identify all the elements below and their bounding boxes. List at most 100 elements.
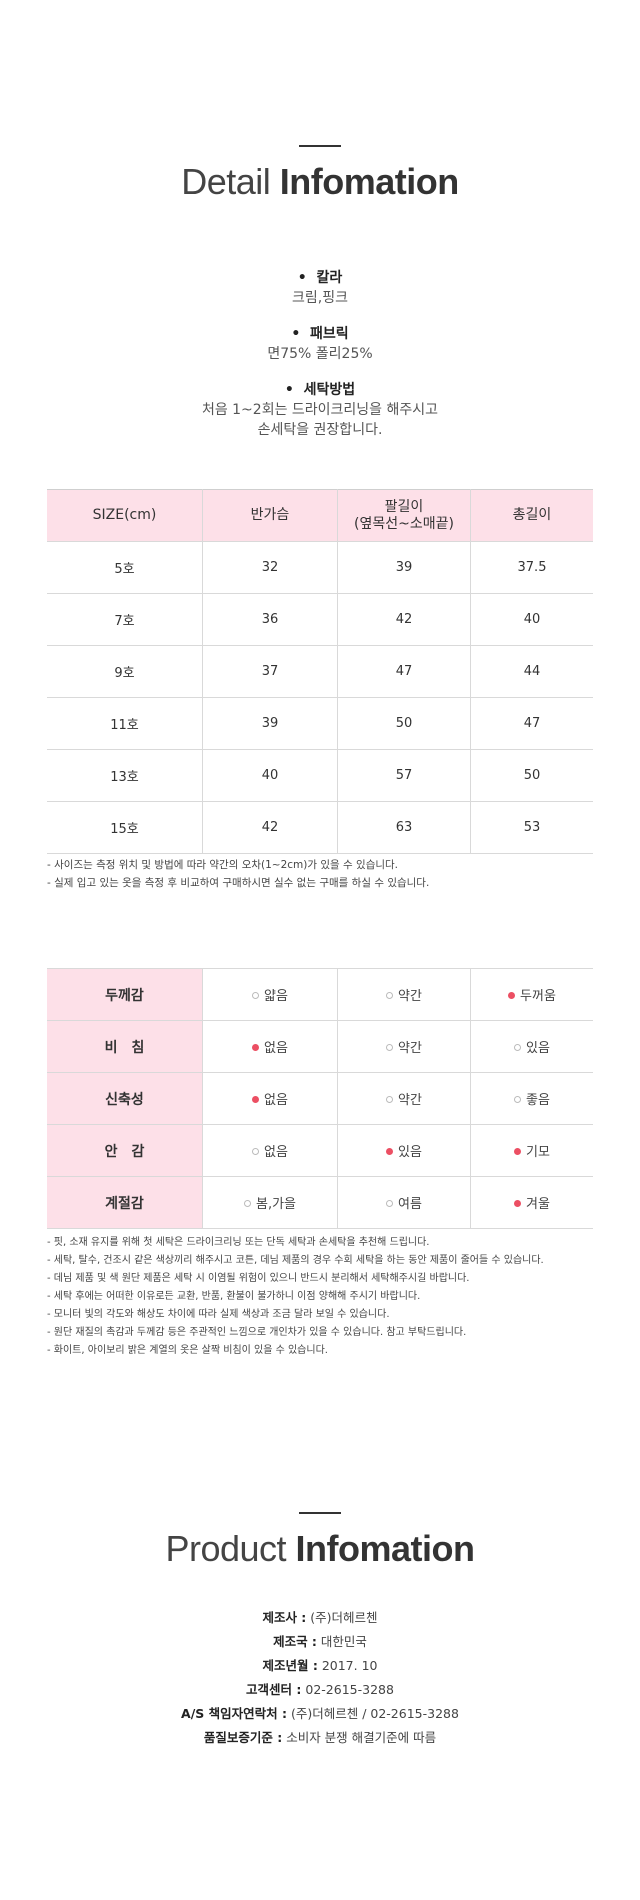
- feature-option-label: 두꺼움: [520, 989, 556, 1004]
- table-cell: 57: [337, 749, 471, 802]
- col-header-line: 팔길이: [384, 498, 424, 515]
- table-cell: 40: [470, 593, 593, 646]
- col-header: SIZE(cm): [47, 489, 203, 542]
- info-row: 고객센터 : 02-2615-3288: [0, 1678, 640, 1702]
- feature-label: 안 감: [47, 1124, 203, 1177]
- table-cell: 42: [337, 593, 471, 646]
- spec-fabric-value: 면75% 폴리25%: [267, 346, 373, 362]
- info-value: 02-2615-3288: [305, 1682, 394, 1697]
- feature-label: 신축성: [47, 1072, 203, 1125]
- note-line: - 화이트, 아이보리 밝은 계열의 옷은 살짝 비침이 있을 수 있습니다.: [47, 1345, 328, 1356]
- spec-fabric: • 패브릭 면75% 폴리25%: [0, 324, 640, 364]
- info-label: 제조국 :: [273, 1634, 317, 1649]
- table-row: 11호 39 50 47: [47, 697, 593, 750]
- detail-heading: Detail Infomation: [0, 145, 640, 203]
- note-line: - 핏, 소재 유지를 위해 첫 세탁은 드라이크리닝 또는 단독 세탁과 손세…: [47, 1237, 430, 1248]
- feature-option-label: 약간: [398, 989, 422, 1004]
- feature-option: 약간: [337, 1072, 471, 1125]
- feature-option: 있음: [470, 1020, 593, 1073]
- info-row: 제조국 : 대한민국: [0, 1630, 640, 1654]
- table-cell: 44: [470, 645, 593, 698]
- feature-option-label: 봄,가을: [255, 1197, 296, 1212]
- table-cell: 32: [202, 541, 338, 594]
- unselected-dot-icon: [252, 1148, 260, 1155]
- detail-title-light: Detail: [181, 161, 271, 202]
- feature-option-label: 기모: [526, 1145, 550, 1160]
- feature-option: 여름: [337, 1176, 471, 1229]
- feature-row-sheerness: 비 침 없음 약간 있음: [47, 1020, 593, 1073]
- feature-table: 두께감 얇음 약간 두꺼움 비 침 없음 약간 있음 신축성 없음 약간 좋음 …: [47, 968, 593, 1229]
- detail-title: Detail Infomation: [0, 161, 640, 203]
- table-cell: 47: [470, 697, 593, 750]
- bullet: •: [291, 326, 301, 342]
- feature-option-label: 여름: [398, 1197, 422, 1212]
- selected-dot-icon: [252, 1096, 260, 1103]
- product-title-bold: Infomation: [295, 1528, 475, 1569]
- feature-row-season: 계절감 봄,가을 여름 겨울: [47, 1176, 593, 1229]
- spec-color: • 칼라 크림,핑크: [0, 268, 640, 308]
- col-header: 팔길이 (옆목선~소매끝): [337, 489, 471, 542]
- feature-option: 얇음: [202, 968, 338, 1021]
- note-line: - 데님 제품 및 색 원단 제품은 세탁 시 이염될 위험이 있으니 반드시 …: [47, 1273, 470, 1284]
- table-cell: 40: [202, 749, 338, 802]
- spec-wash: • 세탁방법 처음 1~2회는 드라이크리닝을 해주시고 손세탁을 권장합니다.: [0, 380, 640, 440]
- selected-dot-icon: [514, 1200, 522, 1207]
- feature-option-label: 약간: [398, 1093, 422, 1108]
- table-cell: 42: [202, 801, 338, 854]
- feature-option: 두꺼움: [470, 968, 593, 1021]
- size-cell: 15호: [47, 801, 203, 854]
- unselected-dot-icon: [386, 1044, 394, 1051]
- feature-option-label: 없음: [264, 1093, 288, 1108]
- col-header: 반가슴: [202, 489, 338, 542]
- table-cell: 53: [470, 801, 593, 854]
- feature-option: 약간: [337, 968, 471, 1021]
- note-line: - 세탁, 탈수, 건조시 같은 색상끼리 해주시고 코튼, 데님 제품의 경우…: [47, 1255, 544, 1266]
- size-notes-wrap: - 사이즈는 측정 위치 및 방법에 따라 약간의 오차(1~2cm)가 있을 …: [0, 856, 640, 892]
- unselected-dot-icon: [514, 1044, 522, 1051]
- feature-option-label: 없음: [264, 1145, 288, 1160]
- size-table-wrap: SIZE(cm) 반가슴 팔길이 (옆목선~소매끝) 총길이 5호 32 39 …: [0, 489, 640, 854]
- unselected-dot-icon: [243, 1200, 251, 1207]
- feature-option-label: 없음: [264, 1041, 288, 1056]
- spec-wash-head: 세탁방법: [303, 382, 356, 398]
- table-cell: 50: [470, 749, 593, 802]
- note-line: - 사이즈는 측정 위치 및 방법에 따라 약간의 오차(1~2cm)가 있을 …: [47, 859, 399, 871]
- size-table: SIZE(cm) 반가슴 팔길이 (옆목선~소매끝) 총길이 5호 32 39 …: [47, 489, 593, 854]
- product-title-light: Product: [165, 1528, 287, 1569]
- spec-wash-line-2: 손세탁을 권장합니다.: [257, 422, 383, 438]
- size-cell: 5호: [47, 541, 203, 594]
- feature-option: 없음: [202, 1072, 338, 1125]
- feature-option: 없음: [202, 1020, 338, 1073]
- feature-option-label: 좋음: [526, 1093, 550, 1108]
- size-notes: - 사이즈는 측정 위치 및 방법에 따라 약간의 오차(1~2cm)가 있을 …: [47, 856, 593, 892]
- selected-dot-icon: [508, 992, 516, 999]
- col-header-line: (옆목선~소매끝): [354, 515, 454, 532]
- unselected-dot-icon: [386, 1096, 394, 1103]
- info-label: 제조사 :: [262, 1610, 307, 1625]
- feature-option: 약간: [337, 1020, 471, 1073]
- size-cell: 13호: [47, 749, 203, 802]
- info-value: 2017. 10: [321, 1658, 378, 1673]
- heading-rule: [299, 145, 341, 147]
- feature-option-label: 얇음: [264, 989, 288, 1004]
- info-value: (주)더헤르첸 / 02-2615-3288: [290, 1706, 459, 1721]
- note-line: - 세탁 후에는 어떠한 이유로든 교환, 반품, 환불이 불가하니 이점 양해…: [47, 1291, 421, 1302]
- feature-label: 비 침: [47, 1020, 203, 1073]
- feature-option-label: 약간: [398, 1041, 422, 1056]
- feature-option: 좋음: [470, 1072, 593, 1125]
- info-label: 제조년월 :: [262, 1658, 318, 1673]
- table-row: 5호 32 39 37.5: [47, 541, 593, 594]
- table-cell: 36: [202, 593, 338, 646]
- feature-row-thickness: 두께감 얇음 약간 두꺼움: [47, 968, 593, 1021]
- info-value: 대한민국: [320, 1634, 367, 1649]
- product-info: 제조사 : (주)더헤르첸 제조국 : 대한민국 제조년월 : 2017. 10…: [0, 1606, 640, 1750]
- feature-label: 두께감: [47, 968, 203, 1021]
- info-label: 품질보증기준 :: [203, 1730, 283, 1745]
- product-title: Product Infomation: [0, 1528, 640, 1570]
- size-cell: 9호: [47, 645, 203, 698]
- table-cell: 47: [337, 645, 471, 698]
- selected-dot-icon: [386, 1148, 394, 1155]
- feature-option-label: 겨울: [526, 1197, 550, 1212]
- unselected-dot-icon: [386, 1200, 394, 1207]
- spec-wash-line-1: 처음 1~2회는 드라이크리닝을 해주시고: [201, 402, 439, 418]
